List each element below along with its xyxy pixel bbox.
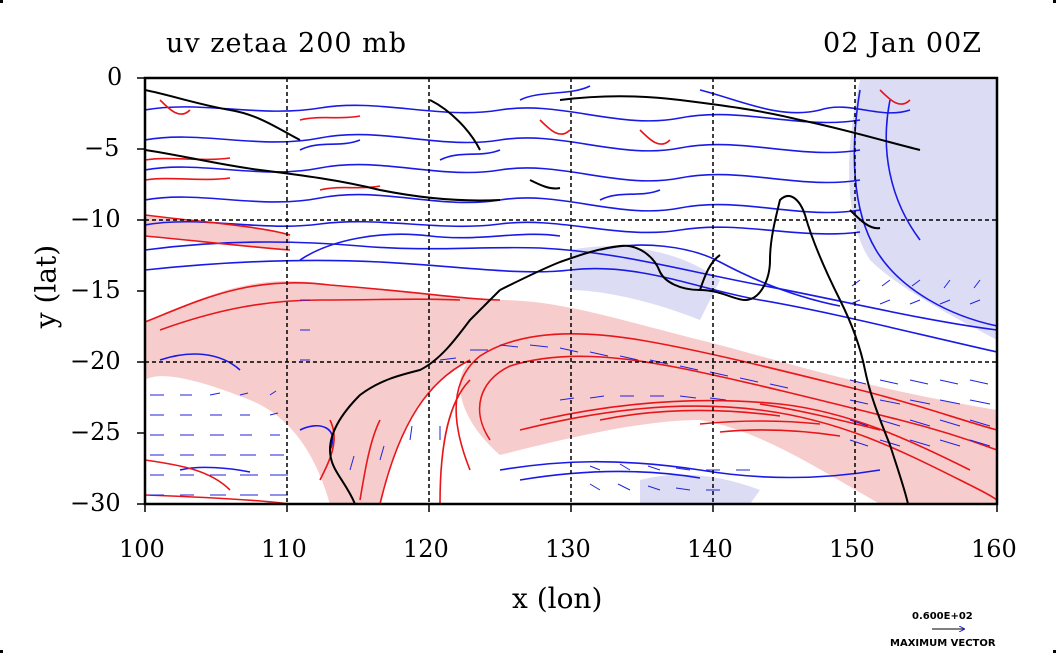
x-tick-label: 150 bbox=[829, 535, 875, 563]
negative-fill-region-2 bbox=[570, 246, 720, 320]
x-tick-label: 120 bbox=[403, 535, 449, 563]
x-tick-label: 100 bbox=[119, 535, 165, 563]
corner-mark bbox=[0, 650, 3, 653]
vector-scale-value: 0.600E+02 bbox=[912, 611, 973, 622]
y-tick-label: −30 bbox=[70, 489, 121, 517]
negative-fill-region-3 bbox=[640, 474, 760, 504]
y-axis-label: y (lat) bbox=[29, 244, 63, 329]
coastline bbox=[145, 89, 921, 504]
negative-contours bbox=[145, 85, 997, 481]
plot-date: 02 Jan 00Z bbox=[823, 28, 982, 59]
plot-title: uv zetaa 200 mb bbox=[166, 28, 408, 59]
x-tick-label: 110 bbox=[261, 535, 307, 563]
y-tick-label: −5 bbox=[84, 134, 120, 162]
y-tick-label: −10 bbox=[70, 205, 121, 233]
corner-mark bbox=[1053, 0, 1056, 3]
y-tick-label: 0 bbox=[107, 63, 123, 91]
negative-fill-region bbox=[849, 80, 997, 340]
x-tick-label: 130 bbox=[545, 535, 591, 563]
y-tick-label: −25 bbox=[70, 418, 121, 446]
tick-marks bbox=[137, 77, 998, 512]
graticule bbox=[145, 78, 997, 504]
x-tick-label: 140 bbox=[687, 535, 733, 563]
positive-fill-region bbox=[145, 280, 997, 504]
wind-vectors bbox=[150, 279, 991, 496]
x-tick-label: 160 bbox=[971, 535, 1017, 563]
positive-contours bbox=[145, 89, 997, 504]
y-tick-label: −20 bbox=[70, 347, 121, 375]
corner-mark bbox=[1053, 650, 1056, 653]
positive-fill-band bbox=[145, 215, 290, 250]
vector-scale-caption: MAXIMUM VECTOR bbox=[890, 638, 996, 649]
x-axis-label: x (lon) bbox=[512, 582, 603, 615]
corner-mark bbox=[0, 0, 3, 3]
y-tick-label: −15 bbox=[70, 276, 121, 304]
